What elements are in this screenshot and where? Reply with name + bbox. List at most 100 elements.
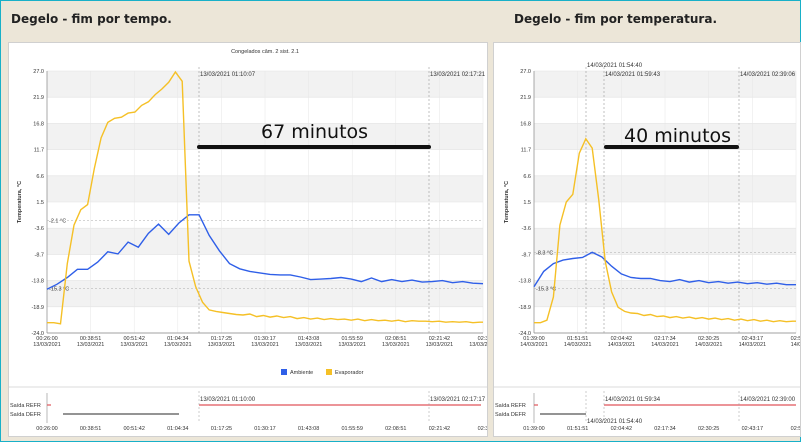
subchart-x-tick: 02:17:34 bbox=[654, 426, 675, 432]
series-line-ambiente bbox=[46, 214, 484, 290]
subchart-x-tick: 00:51:42 bbox=[123, 426, 144, 432]
y-tick-label: 6.6 bbox=[36, 174, 44, 180]
y-tick-label: 27.0 bbox=[520, 69, 531, 75]
subchart-x-tick: 01:43:08 bbox=[298, 426, 319, 432]
subchart-x-tick: 02:08:51 bbox=[385, 426, 406, 432]
x-tick-time: 02:17:34 bbox=[654, 336, 675, 342]
subchart-x-tick: 01:17:25 bbox=[211, 426, 232, 432]
x-tick-time: 02:3 bbox=[478, 336, 487, 342]
duration-annotation-right: 40 minutos bbox=[624, 125, 732, 147]
x-tick-time: 01:43:08 bbox=[298, 336, 319, 342]
x-tick-date: 14/03/2021 bbox=[564, 342, 592, 348]
subchart-cursor-timestamp: 13/03/2021 02:17:17 bbox=[430, 397, 486, 403]
subchart-label-defr: Saída DEFR bbox=[495, 412, 526, 418]
x-tick-date: 13/03/2021 bbox=[295, 342, 323, 348]
y-tick-label: -8.7 bbox=[35, 252, 44, 258]
series-line-ambiente bbox=[533, 251, 796, 288]
subchart-x-tick: 02:43:17 bbox=[742, 426, 763, 432]
x-tick-date: 13/03/2021 bbox=[164, 342, 192, 348]
y-tick-label: 16.8 bbox=[520, 121, 531, 127]
x-tick-time: 00:51:42 bbox=[123, 336, 144, 342]
reference-label: -8.3 °C bbox=[536, 250, 553, 256]
chart-left: Congelados câm. 2 sist. 2.1 27.0 21.9 16.8 1… bbox=[9, 49, 487, 432]
x-tick-time: 01:55:59 bbox=[341, 336, 362, 342]
subchart-x-tick: 00:26:00 bbox=[36, 426, 57, 432]
subchart-label-refr: Saída REFR bbox=[10, 403, 41, 409]
y-tick-label: 21.9 bbox=[520, 95, 531, 101]
x-tick-date: 14/03/2021 bbox=[739, 342, 767, 348]
x-tick-time: 02:5 bbox=[791, 336, 800, 342]
subchart-x-tick: 02:5 bbox=[791, 426, 800, 432]
cursor-timestamp: 13/03/2021 01:10:07 bbox=[200, 72, 256, 78]
y-tick-label: -13.8 bbox=[518, 279, 531, 285]
x-tick-time: 02:43:17 bbox=[742, 336, 763, 342]
x-tick-time: 01:04:34 bbox=[167, 336, 188, 342]
y-tick-label: -24.0 bbox=[31, 331, 44, 337]
x-tick-date: 13/03/2021 bbox=[208, 342, 236, 348]
x-tick-date: 14/03/2021 bbox=[695, 342, 723, 348]
x-tick-date: 13/03/2021 bbox=[77, 342, 105, 348]
x-tick-time: 01:30:17 bbox=[254, 336, 275, 342]
x-tick-time: 00:38:51 bbox=[80, 336, 101, 342]
y-tick-label: -3.6 bbox=[35, 226, 44, 232]
series-line-evaporador bbox=[534, 137, 796, 324]
subchart-x-tick: 01:39:00 bbox=[523, 426, 544, 432]
subchart-cursor-timestamp: 14/03/2021 01:59:34 bbox=[605, 397, 661, 403]
x-tick-time: 01:51:51 bbox=[567, 336, 588, 342]
y-tick-label: 6.6 bbox=[523, 174, 531, 180]
x-tick-date: 13/03/2021 bbox=[251, 342, 279, 348]
chart-panel-left: Congelados câm. 2 sist. 2.1 27.0 21.9 16.8 1… bbox=[8, 42, 488, 437]
reference-label: -2.1 °C bbox=[49, 218, 66, 224]
subchart-x-tick: 02:30:25 bbox=[698, 426, 719, 432]
y-tick-label: 11.7 bbox=[521, 148, 531, 154]
legend-label-ambiente: Ambiente bbox=[290, 370, 313, 376]
subchart-x-tick: 01:51:51 bbox=[567, 426, 588, 432]
cursor-timestamp: 14/03/2021 01:59:43 bbox=[605, 72, 661, 78]
y-tick-label: 11.7 bbox=[34, 148, 44, 154]
heading-right: Degelo - fim por temperatura. bbox=[514, 12, 718, 26]
x-tick-time: 01:17:25 bbox=[211, 336, 232, 342]
subchart-cursor-timestamp: 13/03/2021 01:10:00 bbox=[200, 397, 256, 403]
x-tick-date: 13/03/2021 bbox=[120, 342, 148, 348]
cursor-timestamp: 14/03/2021 02:39:06 bbox=[740, 72, 796, 78]
y-tick-label: -8.7 bbox=[522, 252, 531, 258]
subchart-x-tick: 01:04:34 bbox=[167, 426, 188, 432]
legend-swatch-ambiente bbox=[281, 369, 287, 375]
subchart-x-tick: 01:30:17 bbox=[254, 426, 275, 432]
chart-title: Congelados câm. 2 sist. 2.1 bbox=[231, 49, 299, 55]
cursor-timestamp: 14/03/2021 01:54:40 bbox=[587, 63, 643, 69]
y-axis-label: Temperatura, °C bbox=[504, 181, 510, 223]
x-tick-time: 02:30:25 bbox=[698, 336, 719, 342]
reference-label: -15.3 °C bbox=[536, 286, 556, 292]
x-tick-time: 02:08:51 bbox=[385, 336, 406, 342]
x-tick-date: 14/03/2021 bbox=[651, 342, 679, 348]
y-tick-label: 21.9 bbox=[33, 95, 44, 101]
subchart-cursor-timestamp: 14/03/2021 02:39:00 bbox=[740, 397, 796, 403]
y-tick-label: -24.0 bbox=[518, 331, 531, 337]
subchart-cursor-timestamp: 14/03/2021 01:54:40 bbox=[587, 419, 643, 425]
reference-label: -15.3 °C bbox=[49, 286, 69, 292]
subchart-x-tick: 02:3 bbox=[478, 426, 487, 432]
cursor-timestamp: 13/03/2021 02:17:21 bbox=[430, 72, 486, 78]
x-tick-date: 14/0 bbox=[791, 342, 800, 348]
series-line-evaporador bbox=[47, 70, 483, 325]
chart-panel-right: 27.0 21.9 16.8 11.7 6.6 1.5 -3.6 -8.7 -13.8 -18.9… bbox=[493, 42, 801, 437]
y-tick-label: -18.9 bbox=[31, 305, 44, 311]
x-tick-date: 13/03/2021 bbox=[426, 342, 454, 348]
y-tick-label: -13.8 bbox=[31, 279, 44, 285]
subchart-x-tick: 02:04:42 bbox=[611, 426, 632, 432]
y-tick-label: 27.0 bbox=[33, 69, 44, 75]
x-tick-date: 13/03/2021 bbox=[469, 342, 487, 348]
chart-right: 27.0 21.9 16.8 11.7 6.6 1.5 -3.6 -8.7 -13.8 -18.9… bbox=[494, 63, 800, 432]
y-tick-label: 1.5 bbox=[523, 200, 531, 206]
subchart-x-tick: 00:38:51 bbox=[80, 426, 101, 432]
legend-swatch-evaporador bbox=[326, 369, 332, 375]
x-tick-time: 02:04:42 bbox=[611, 336, 632, 342]
x-tick-time: 00:26:00 bbox=[36, 336, 57, 342]
y-tick-label: -18.9 bbox=[518, 305, 531, 311]
subchart-x-tick: 01:55:59 bbox=[341, 426, 362, 432]
subchart-x-tick: 02:21:42 bbox=[429, 426, 450, 432]
x-tick-time: 01:39:00 bbox=[523, 336, 544, 342]
duration-annotation-left: 67 minutos bbox=[261, 121, 369, 143]
x-tick-time: 02:21:42 bbox=[429, 336, 450, 342]
